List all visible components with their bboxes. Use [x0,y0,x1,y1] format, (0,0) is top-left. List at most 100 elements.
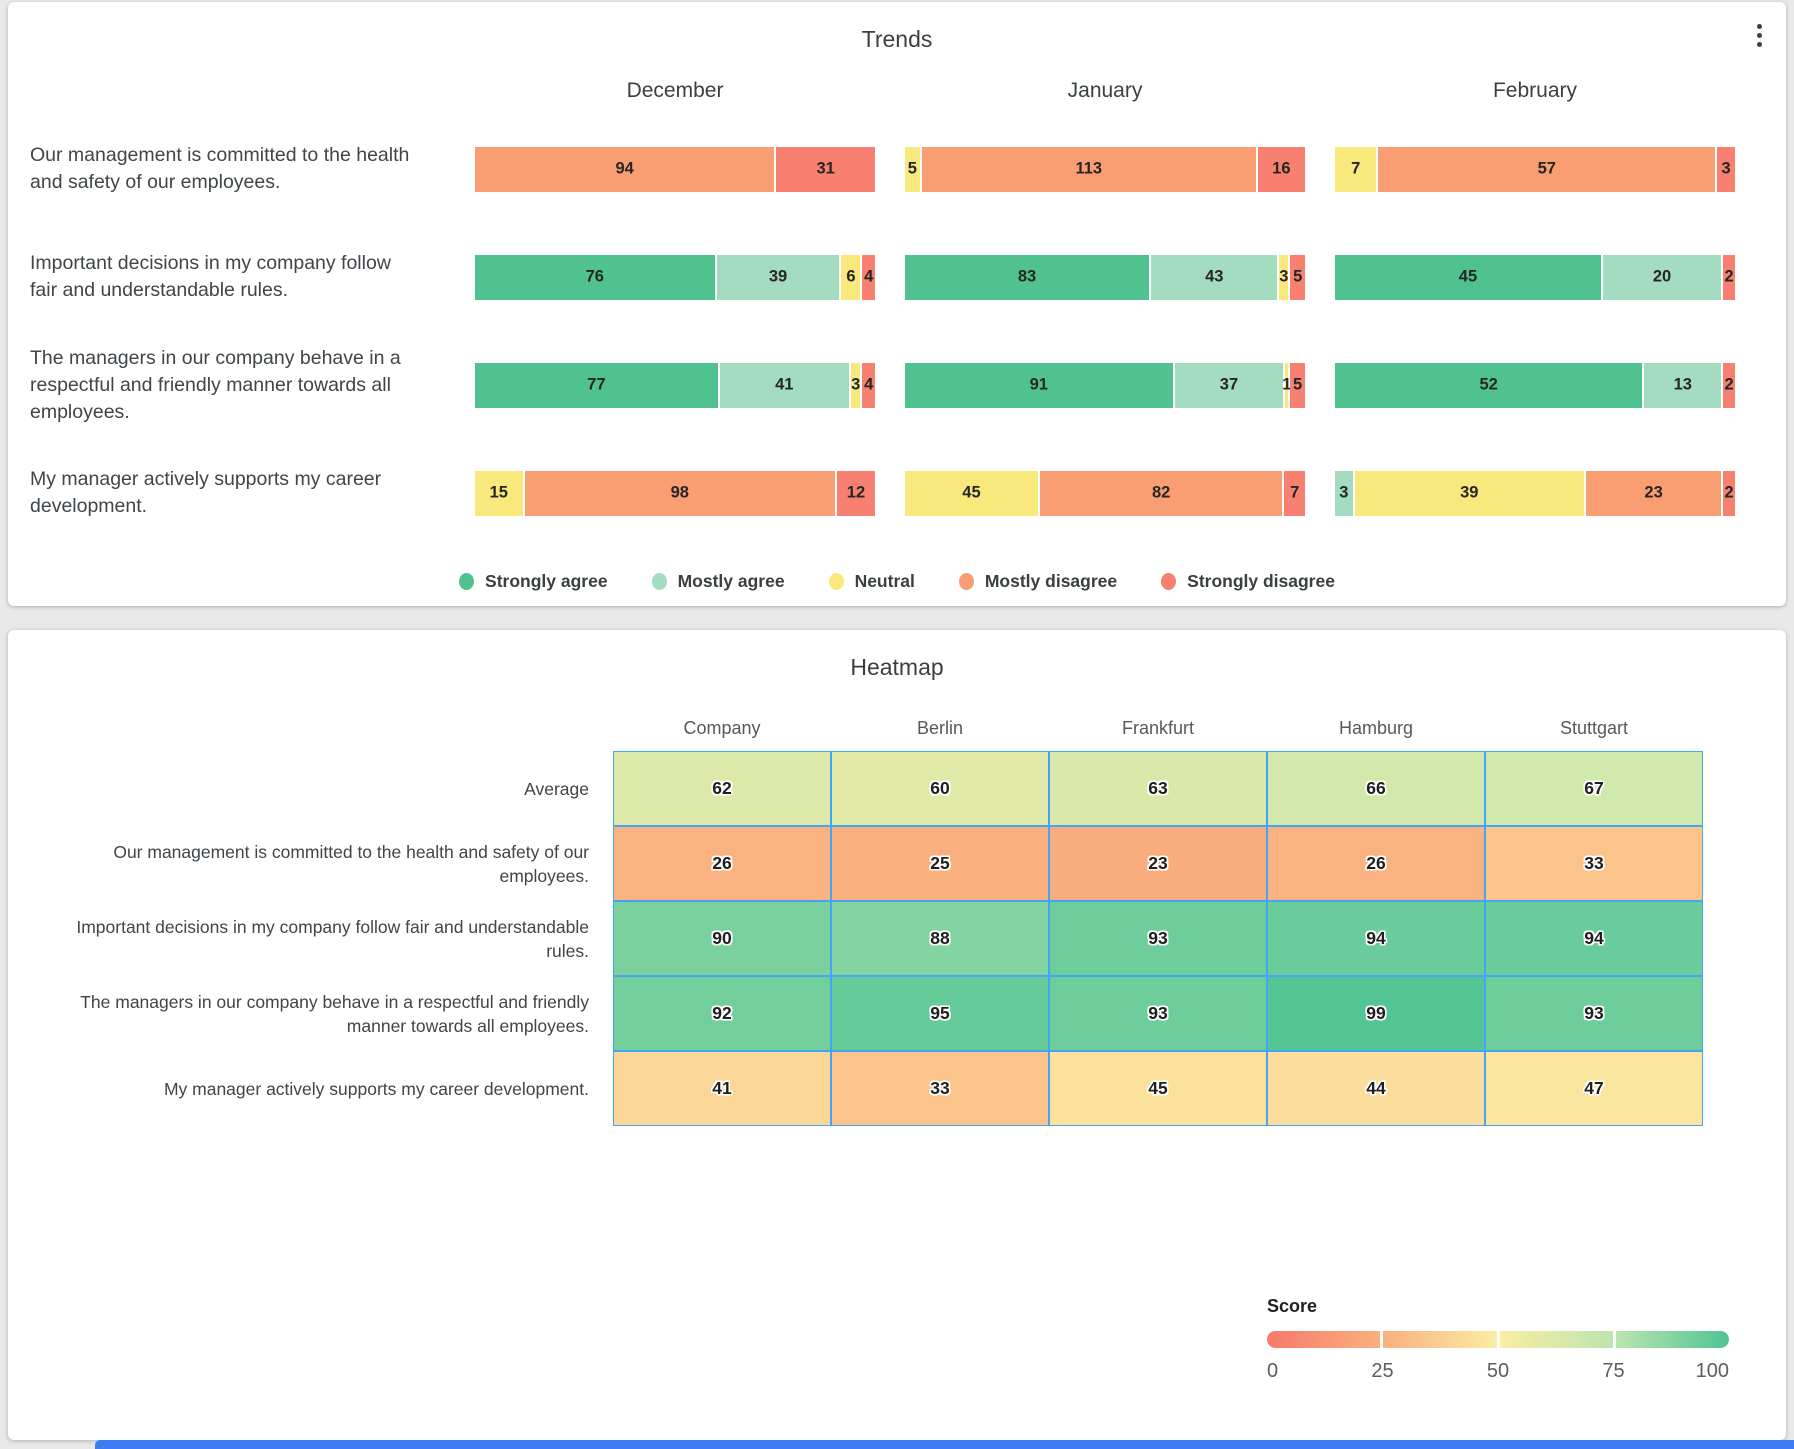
bar-value: 5 [907,159,917,178]
stacked-bar: 76 39 6 4 [475,254,875,300]
heatmap-cell-value: 99 [1366,1003,1386,1023]
heatmap-corner [68,705,613,751]
heatmap-col-header-frankfurt: Frankfurt [1121,717,1195,738]
kebab-menu-icon[interactable] [1747,18,1772,53]
heatmap-cell-value: 47 [1584,1078,1604,1098]
heatmap-cell-value: 94 [1366,928,1386,948]
heatmap-cell: 90 [613,901,831,976]
question-label: Our management is committed to the healt… [30,144,410,193]
bar-segment-mostly-disagree: 94 [475,146,775,192]
heatmap-row-label: Average [524,778,589,799]
heatmap-cell: 66 [1267,751,1485,826]
legend-item-neutral[interactable]: Neutral [828,571,915,592]
heatmap-cell: 25 [831,826,1049,901]
heatmap-cell: 44 [1267,1051,1485,1126]
bar-segment-strongly-disagree: 4 [862,362,875,408]
heatmap-cell: 67 [1485,751,1703,826]
bar-value: 1 [1282,375,1292,394]
heatmap-cell: 88 [831,901,1049,976]
score-tick-labels: 0 25 50 75 100 [1267,1360,1729,1386]
heatmap-title: Heatmap [850,654,944,680]
bar-value: 2 [1724,267,1734,286]
legend-label: Mostly disagree [984,571,1118,591]
bar-cell-january: 91 37 1 5 [905,331,1305,439]
heatmap-row-label: The managers in our company behave in a … [80,991,589,1036]
score-tick: 50 [1486,1360,1510,1382]
bar-value: 5 [1293,375,1303,394]
bar-segment-mostly-agree: 37 [1174,362,1284,408]
heatmap-col-header-stuttgart: Stuttgart [1559,717,1629,738]
legend-item-strongly-agree[interactable]: Strongly agree [459,571,608,592]
heatmap-col-header-berlin: Berlin [916,717,964,738]
heatmap-cell: 63 [1049,751,1267,826]
month-header-january: January [1067,79,1143,102]
heatmap-cell: 41 [613,1051,831,1126]
bar-value: 7 [1351,159,1361,178]
question-label: The managers in our company behave in a … [30,346,401,423]
legend-item-strongly-disagree[interactable]: Strongly disagree [1161,571,1335,592]
heatmap-cell-value: 92 [712,1003,732,1023]
heatmap-cell: 93 [1485,976,1703,1051]
bar-value: 2 [1724,483,1734,502]
bar-segment-mostly-agree: 13 [1644,362,1722,408]
heatmap-cell: 60 [831,751,1049,826]
bar-segment-strongly-disagree: 31 [776,146,875,192]
heatmap-cell-value: 88 [930,928,950,948]
month-header-february: February [1492,79,1578,102]
bar-cell-february: 45 20 2 [1335,223,1735,331]
bar-cell-december: 76 39 6 4 [475,223,875,331]
legend-label: Strongly disagree [1187,571,1335,591]
stacked-bar: 7 57 3 [1335,146,1735,192]
bar-value: 98 [670,483,689,502]
bar-segment-strongly-disagree: 7 [1284,470,1305,516]
bar-value: 3 [851,375,861,394]
heatmap-cell-value: 33 [1584,853,1604,873]
legend-item-mostly-disagree[interactable]: Mostly disagree [958,571,1118,592]
bar-value: 82 [1151,483,1171,502]
bar-segment-mostly-agree: 20 [1602,254,1722,300]
bar-segment-strongly-disagree: 2 [1723,254,1735,300]
score-tick: 75 [1602,1360,1625,1382]
stacked-bar: 52 13 2 [1335,362,1735,408]
bar-segment-strongly-agree: 45 [1335,254,1601,300]
bar-value: 76 [585,267,604,286]
bar-value: 2 [1724,375,1734,394]
legend-item-mostly-agree[interactable]: Mostly agree [651,571,785,592]
bar-segment-neutral: 1 [1282,362,1292,408]
bar-segment-neutral: 3 [850,362,861,408]
heatmap-cell: 47 [1485,1051,1703,1126]
trends-legend: Strongly agree Mostly agree Neutral Mostly … [8,571,1786,592]
heatmap-cell: 93 [1049,976,1267,1051]
heatmap-cell: 93 [1049,901,1267,976]
bar-value: 83 [1017,267,1037,286]
heatmap-cell-value: 93 [1148,1003,1168,1023]
heatmap-cell-value: 63 [1148,778,1168,798]
bar-segment-mostly-agree: 41 [719,362,849,408]
score-legend: Score 0 25 50 75 100 [1267,1296,1729,1386]
bar-value: 3 [1279,267,1289,286]
bar-value: 13 [1673,375,1692,394]
heatmap-table: Company Berlin Frankfurt Hamburg Stuttgart Av… [68,705,1786,1126]
bar-value: 5 [1293,267,1303,286]
bar-cell-january: 45 82 7 [905,439,1305,547]
trends-card: Trends December January February Our man… [8,2,1786,606]
stacked-bar: 5 113 16 [905,146,1305,192]
next-card-top-edge [95,1440,1794,1449]
heatmap-cell: 23 [1049,826,1267,901]
heatmap-cell: 26 [1267,826,1485,901]
bar-value: 4 [864,375,874,394]
heatmap-col-header-hamburg: Hamburg [1338,717,1414,738]
bar-segment-mostly-disagree: 57 [1378,146,1716,192]
score-gradient-segment [1499,1331,1613,1348]
kebab-dot [1757,42,1762,47]
bar-segment-neutral: 15 [475,470,523,516]
legend-dot-icon [958,573,974,590]
heatmap-col-header-company: Company [683,717,761,738]
question-label: Important decisions in my company follow… [30,252,391,301]
bar-segment-strongly-disagree: 5 [1290,254,1306,300]
bar-value: 20 [1652,267,1672,286]
heatmap-cell: 94 [1267,901,1485,976]
bar-segment-strongly-disagree: 12 [836,470,875,516]
bar-segment-neutral: 3 [1279,254,1289,300]
stacked-bar: 91 37 1 5 [905,362,1305,408]
